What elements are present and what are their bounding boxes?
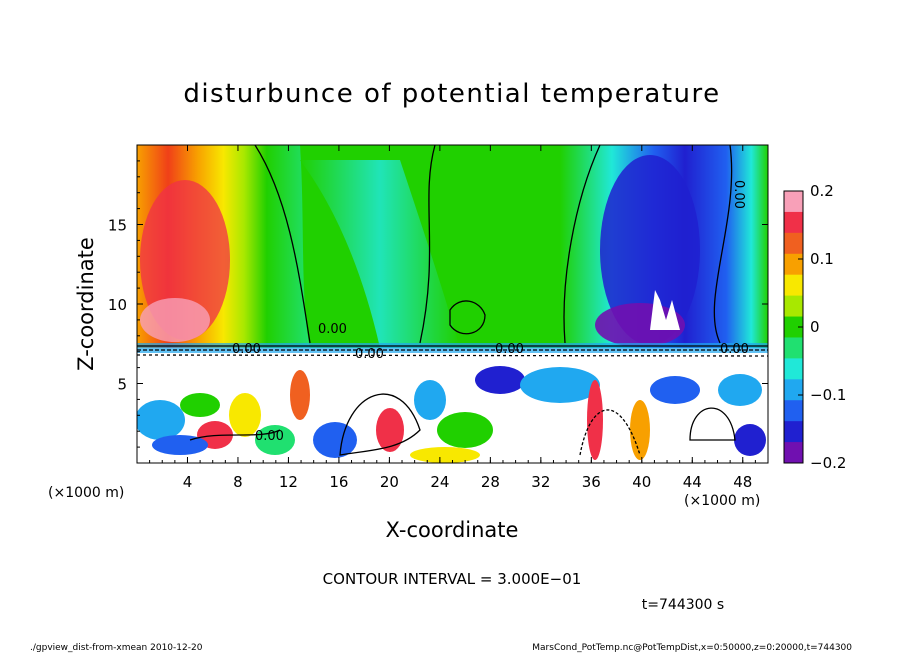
colorbar-swatch (784, 211, 803, 234)
cool-tongue (300, 160, 460, 348)
x-tick-label: 32 (531, 473, 550, 491)
colorbar-tick-label: 0 (810, 318, 820, 336)
contour-label: 0.00 (318, 322, 347, 337)
time-stamp: t=744300 s (642, 597, 724, 613)
colorbar-swatch (784, 442, 803, 464)
x-tick-label: 40 (632, 473, 651, 491)
y-tick-label: 5 (117, 376, 127, 394)
colorbar-swatch (784, 337, 803, 359)
x-unit-right: (×1000 m) (684, 493, 760, 509)
inversion-band (137, 343, 768, 353)
colorbar-swatch (784, 421, 803, 443)
chart-title: disturbunce of potential temperature (183, 79, 720, 109)
colorbar-swatch (784, 316, 803, 338)
x-tick-label: 28 (481, 473, 500, 491)
x-axis-label: X-coordinate (386, 518, 519, 542)
x-tick-label: 20 (380, 473, 399, 491)
x-tick-label: 44 (683, 473, 702, 491)
colorbar-tick-label: −0.2 (810, 454, 846, 472)
contour-label: 0.00 (355, 347, 384, 362)
cold-core (600, 155, 700, 345)
x-unit-left: (×1000 m) (48, 485, 124, 501)
contour-label: 0.00 (495, 342, 524, 357)
contour-label: 0.00 (731, 180, 746, 209)
x-axis-ticks: 4 8 12 16 20 24 28 32 36 40 44 48 (149, 145, 756, 491)
y-axis-label: Z-coordinate (74, 237, 98, 371)
colorbar-swatch (784, 295, 803, 318)
colorbar-swatch (784, 191, 803, 213)
contour-labels: 0.00 0.00 0.00 0.00 0.00 0.00 0.00 (232, 180, 749, 444)
contour-lines (137, 145, 768, 456)
colorbar-ticks: 0.2 0.1 0 −0.1 −0.2 (798, 182, 846, 472)
x-tick-label: 36 (582, 473, 601, 491)
x-tick-label: 24 (430, 473, 449, 491)
x-tick-label: 4 (183, 473, 193, 491)
warm-peak (140, 298, 210, 342)
footer-right: MarsCond_PotTemp.nc@PotTempDist,x=0:5000… (532, 643, 852, 653)
lower-layer-blobs (137, 366, 766, 463)
colorbar-swatch (784, 358, 803, 380)
y-tick-label: 10 (108, 296, 127, 314)
y-tick-label: 15 (108, 217, 127, 235)
colorbar-swatch (784, 400, 803, 422)
x-tick-label: 12 (279, 473, 298, 491)
contour-label: 0.00 (255, 429, 284, 444)
y-axis-ticks: 5 10 15 (108, 160, 768, 448)
plot-area: 0.00 0.00 0.00 0.00 0.00 0.00 0.00 (137, 145, 768, 463)
colorbar-swatch (784, 253, 803, 276)
contour-label: 0.00 (232, 342, 261, 357)
colorbar-swatch (784, 232, 803, 255)
colorbar-tick-label: −0.1 (810, 386, 846, 404)
colorbar-swatch (784, 379, 803, 401)
colorbar (784, 191, 803, 464)
x-tick-label: 48 (733, 473, 752, 491)
colorbar-tick-label: 0.2 (810, 182, 834, 200)
footer-left: ./gpview_dist-from-xmean 2010-12-20 (30, 643, 203, 653)
colorbar-tick-label: 0.1 (810, 250, 834, 268)
colorbar-swatch (784, 274, 803, 297)
contour-interval: CONTOUR INTERVAL = 3.000E−01 (323, 570, 582, 588)
cold-plume (650, 290, 680, 330)
x-tick-label: 16 (329, 473, 348, 491)
x-tick-label: 8 (233, 473, 243, 491)
contour-label: 0.00 (720, 342, 749, 357)
